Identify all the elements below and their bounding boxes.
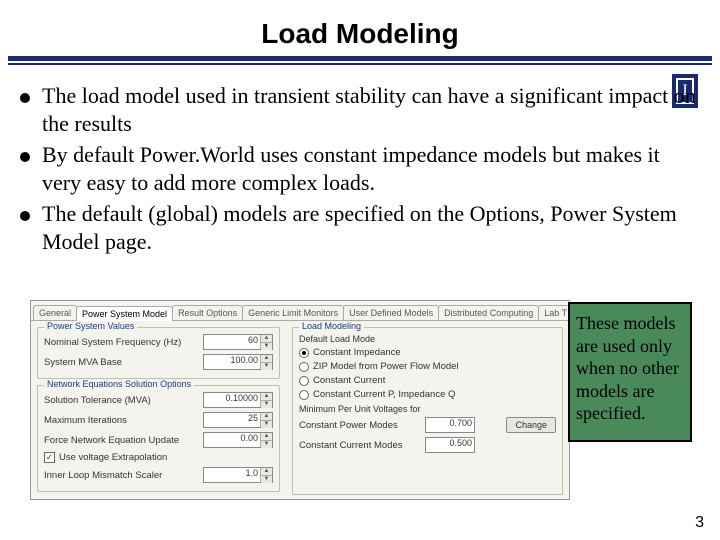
form-row: Nominal System Frequency (Hz) 60 ▲▼ [44,334,273,350]
list-item: The load model used in transient stabili… [20,82,704,137]
radio-row: Constant Current [299,375,556,386]
radio-constant-current[interactable] [299,376,309,386]
force-value: 0.00 [240,433,258,443]
form-row: Maximum Iterations 25 ▲▼ [44,412,273,428]
form-row: System MVA Base 100.00 ▲▼ [44,354,273,370]
tab-strip: General Power System Model Result Option… [31,301,569,321]
callout-text: These models are used only when no other… [576,313,679,423]
options-dialog: General Power System Model Result Option… [30,300,570,500]
tab-distributed-computing[interactable]: Distributed Computing [438,305,539,320]
tab-general[interactable]: General [33,305,77,320]
group-title: Load Modeling [299,321,364,331]
ccm-value: 0.500 [449,438,472,448]
tol-label: Solution Tolerance (MVA) [44,395,151,406]
freq-input[interactable]: 60 ▲▼ [203,334,273,350]
radio-label: Constant Current [313,375,385,386]
form-row: Force Network Equation Update 0.00 ▲▼ [44,432,273,448]
bullet-text: The default (global) models are specifie… [42,200,704,255]
spinner-icon[interactable]: ▲▼ [260,335,272,349]
title-underline-thin [8,63,712,65]
spinner-icon[interactable]: ▲▼ [260,468,272,482]
tab-result-options[interactable]: Result Options [172,305,243,320]
group-load-modeling: Load Modeling Default Load Mode Constant… [292,327,563,495]
scaler-value: 1.0 [245,468,258,478]
group-power-system-values: Power System Values Nominal System Frequ… [37,327,280,379]
mva-input[interactable]: 100.00 ▲▼ [203,354,273,370]
left-column: Power System Values Nominal System Frequ… [31,321,286,499]
checkbox-label: Use voltage Extrapolation [59,452,167,463]
radio-label: Constant Current P, Impedance Q [313,389,455,400]
ccm-input[interactable]: 0.500 [425,437,475,453]
radio-label: Constant Impedance [313,347,401,358]
force-input[interactable]: 0.00 ▲▼ [203,432,273,448]
spinner-icon[interactable]: ▲▼ [260,355,272,369]
list-item: The default (global) models are specifie… [20,200,704,255]
radio-cc-p-imp-q[interactable] [299,390,309,400]
force-label: Force Network Equation Update [44,435,179,446]
bullet-icon [20,211,30,221]
ccm-label: Constant Current Modes [299,440,419,451]
mva-label: System MVA Base [44,357,122,368]
radio-row: ZIP Model from Power Flow Model [299,361,556,372]
form-row: Constant Current Modes 0.500 [299,437,556,453]
page-number: 3 [695,514,704,532]
radio-zip-model[interactable] [299,362,309,372]
scaler-input[interactable]: 1.0 ▲▼ [203,467,273,483]
group-network-solution: Network Equations Solution Options Solut… [37,385,280,492]
form-row: Inner Loop Mismatch Scaler 1.0 ▲▼ [44,467,273,483]
bullet-list: The load model used in transient stabili… [20,82,704,259]
title-underline-thick [8,56,712,61]
bullet-text: The load model used in transient stabili… [42,82,704,137]
tab-user-defined-models[interactable]: User Defined Models [343,305,439,320]
tab-power-system-model[interactable]: Power System Model [76,306,173,321]
min-pu-label: Minimum Per Unit Voltages for [299,404,556,414]
spinner-icon[interactable]: ▲▼ [260,413,272,427]
callout-box: These models are used only when no other… [568,302,692,442]
cpm-input[interactable]: 0.700 [425,417,475,433]
tol-value: 0.10000 [225,393,258,403]
dialog-body: Power System Values Nominal System Frequ… [31,321,569,499]
voltage-extrapolation-checkbox[interactable]: ✓ [44,452,55,463]
freq-label: Nominal System Frequency (Hz) [44,337,181,348]
radio-constant-impedance[interactable] [299,348,309,358]
scaler-label: Inner Loop Mismatch Scaler [44,470,162,481]
form-row: Solution Tolerance (MVA) 0.10000 ▲▼ [44,392,273,408]
bullet-icon [20,93,30,103]
cpm-label: Constant Power Modes [299,420,419,431]
freq-value: 60 [248,335,258,345]
spinner-icon[interactable]: ▲▼ [260,433,272,447]
radio-row: Constant Current P, Impedance Q [299,389,556,400]
form-row: Constant Power Modes 0.700 Change [299,417,556,433]
bullet-text: By default Power.World uses constant imp… [42,141,704,196]
radio-row: Constant Impedance [299,347,556,358]
group-title: Network Equations Solution Options [44,379,194,389]
change-button[interactable]: Change [506,417,556,433]
mva-value: 100.00 [230,355,258,365]
tab-lab[interactable]: Lab T [538,305,570,320]
iter-label: Maximum Iterations [44,415,127,426]
checkbox-row: ✓ Use voltage Extrapolation [44,452,273,463]
right-column: Load Modeling Default Load Mode Constant… [286,321,569,499]
cpm-value: 0.700 [449,418,472,428]
tab-generic-limit-monitors[interactable]: Generic Limit Monitors [242,305,344,320]
list-item: By default Power.World uses constant imp… [20,141,704,196]
iter-value: 25 [248,413,258,423]
mode-label: Default Load Mode [299,334,556,344]
slide-title: Load Modeling [0,0,720,56]
radio-label: ZIP Model from Power Flow Model [313,361,459,372]
tol-input[interactable]: 0.10000 ▲▼ [203,392,273,408]
iter-input[interactable]: 25 ▲▼ [203,412,273,428]
spinner-icon[interactable]: ▲▼ [260,393,272,407]
bullet-icon [20,152,30,162]
group-title: Power System Values [44,321,137,331]
